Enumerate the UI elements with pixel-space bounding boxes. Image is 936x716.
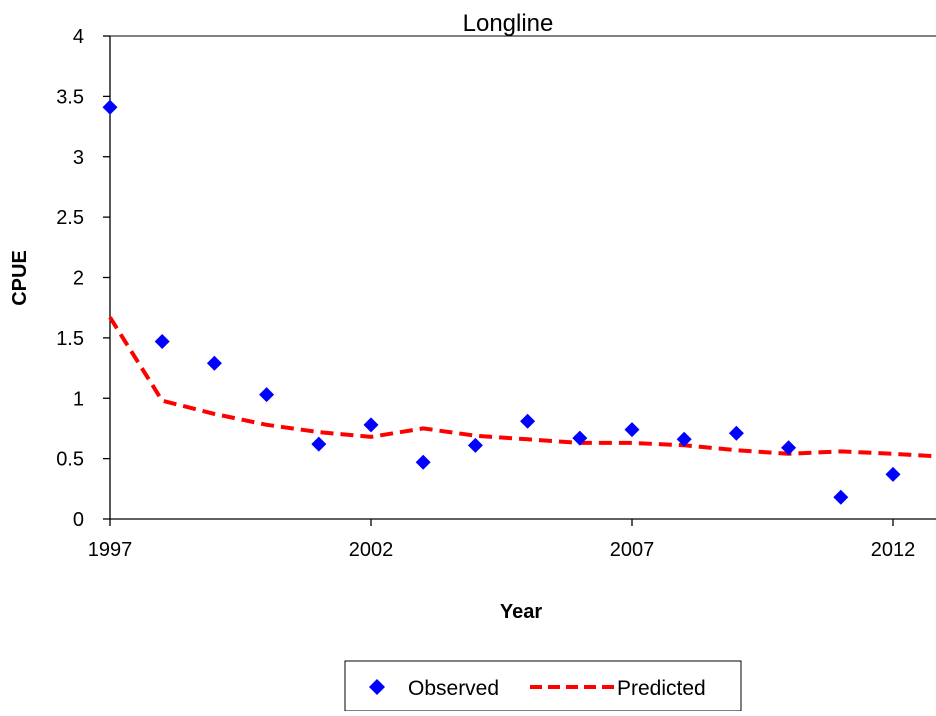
observed-series (102, 99, 901, 505)
y-axis-ticks: 0 0.5 1 1.5 2 2.5 3 3.5 4 (56, 26, 110, 531)
x-tick-label: 2007 (610, 539, 655, 561)
y-tick-label: 3.5 (56, 86, 84, 108)
observed-point (363, 417, 379, 433)
observed-point (102, 99, 118, 115)
observed-point (624, 422, 640, 438)
observed-point (415, 454, 431, 470)
y-tick-label: 2 (73, 268, 84, 290)
observed-point (467, 437, 483, 453)
predicted-line (108, 316, 935, 459)
x-tick-label: 1997 (88, 539, 133, 561)
observed-point (833, 489, 849, 505)
observed-point (206, 355, 222, 371)
x-tick-label: 2012 (871, 539, 916, 561)
legend: Observed Predicted (344, 660, 742, 712)
y-tick-label: 2.5 (56, 207, 84, 229)
chart-title: Longline (463, 10, 554, 37)
observed-point (781, 440, 797, 456)
x-axis-title: Year (500, 601, 542, 623)
legend-box (344, 660, 742, 712)
y-tick-label: 0.5 (56, 449, 84, 471)
observed-point (885, 466, 901, 482)
y-tick-label: 1 (73, 388, 84, 410)
x-axis-ticks: 1997 2002 2007 2012 (88, 519, 916, 561)
observed-point (311, 436, 327, 452)
y-tick-label: 0 (73, 509, 84, 531)
y-tick-label: 1.5 (56, 328, 84, 350)
legend-label-predicted: Predicted (617, 677, 706, 700)
legend-label-observed: Observed (408, 677, 499, 700)
y-axis-title: CPUE (9, 250, 31, 306)
legend-marker-observed (369, 679, 385, 695)
observed-point (676, 431, 692, 447)
y-tick-label: 3 (73, 147, 84, 169)
observed-point (259, 387, 275, 403)
x-tick-label: 2002 (349, 539, 394, 561)
observed-point (154, 333, 170, 349)
observed-point (520, 413, 536, 429)
observed-point (728, 425, 744, 441)
y-tick-label: 4 (73, 26, 84, 48)
predicted-series (108, 316, 935, 459)
observed-point (572, 430, 588, 446)
